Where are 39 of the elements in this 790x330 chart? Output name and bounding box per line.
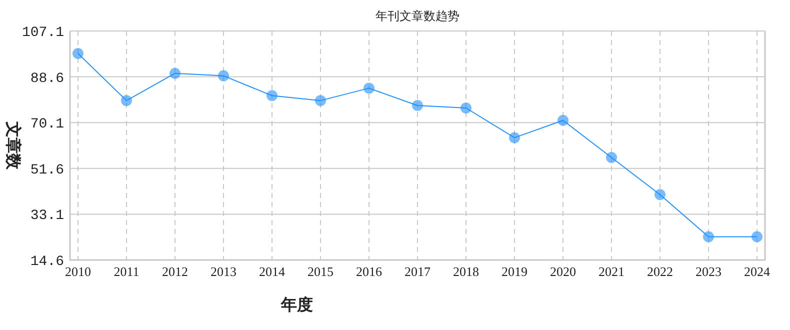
x-tick-label: 2020 <box>550 264 576 279</box>
x-tick-label: 2021 <box>598 264 624 279</box>
x-axis-title: 年度 <box>280 295 313 314</box>
x-tick-label: 2011 <box>114 264 140 279</box>
x-tick-label: 2014 <box>259 264 286 279</box>
point <box>412 100 423 112</box>
point <box>752 231 762 242</box>
x-tick-label: 2024 <box>744 264 770 279</box>
point <box>121 95 132 106</box>
x-tick-label: 2023 <box>696 264 722 279</box>
x-tick-label: 2013 <box>210 264 236 279</box>
x-tick-label: 2016 <box>356 264 382 279</box>
y-axis-title: 文章数 <box>4 120 23 170</box>
point <box>703 231 714 242</box>
x-tick-label: 2017 <box>404 264 431 279</box>
y-tick-label: 88.6 <box>30 70 64 87</box>
point <box>218 70 229 82</box>
point <box>654 189 666 200</box>
x-tick-label: 2012 <box>162 264 188 279</box>
x-tick-label: 2019 <box>502 264 528 279</box>
x-tick-label: 2010 <box>65 264 91 279</box>
x-tick-label: 2015 <box>308 264 334 279</box>
y-tick-label: 107.1 <box>22 25 64 41</box>
point <box>170 68 180 79</box>
y-tick-label: 14.6 <box>30 254 64 270</box>
chart-title: 年刊文章数趋势 <box>376 9 460 23</box>
y-tick-label: 33.1 <box>30 208 64 224</box>
y-tick-label: 70.1 <box>30 116 64 133</box>
point <box>558 114 568 126</box>
point <box>509 132 520 144</box>
x-tick-label: 2018 <box>453 264 479 279</box>
point <box>364 82 374 94</box>
point <box>606 152 617 164</box>
y-tick-label: 51.6 <box>30 162 64 178</box>
point <box>266 90 278 102</box>
point <box>460 102 472 114</box>
point <box>315 95 326 106</box>
point <box>72 48 84 60</box>
x-tick-label: 2022 <box>647 264 673 279</box>
